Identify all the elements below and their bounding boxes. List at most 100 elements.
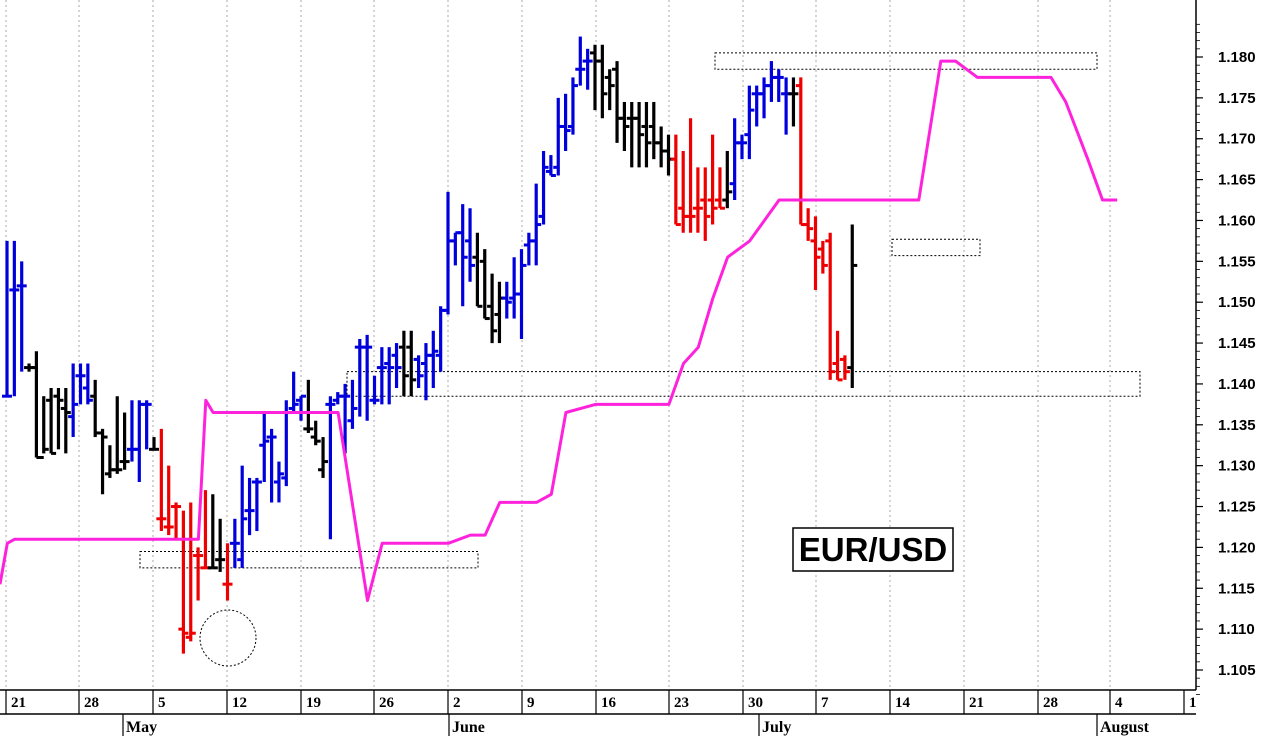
ohlc-bar (134, 400, 145, 483)
ohlc-bar (523, 232, 534, 266)
x-tick-label: 2 (453, 695, 461, 711)
ohlc-bar (215, 518, 226, 572)
ohlc-bar (457, 204, 468, 307)
ohlc-bar (839, 355, 850, 380)
ohlc-bar (443, 191, 453, 315)
ohlc-bar (318, 437, 329, 478)
ohlc-bar (465, 208, 476, 282)
ohlc-bar (472, 232, 483, 308)
y-tick-label: 1.165 (1218, 172, 1256, 189)
chart-title: EUR/USD (799, 531, 948, 568)
x-tick-label: 21 (11, 695, 26, 711)
y-tick-label: 1.150 (1218, 294, 1256, 311)
ohlc-bar (141, 400, 152, 450)
ohlc-bar (296, 394, 306, 421)
ohlc-bar (126, 400, 137, 462)
ohlc-bar (509, 257, 520, 319)
ohlc-bar (9, 240, 20, 397)
x-tick-labels: 21 28 5 12 19 26 2 9 16 23 30 7 14 21 28 4 1 (5, 690, 1197, 714)
ohlc-bar (700, 167, 711, 241)
ohlc-bar (347, 379, 358, 429)
x-tick-label: 16 (601, 695, 617, 711)
ohlc-bar (259, 412, 270, 483)
y-tick-label: 1.120 (1218, 539, 1256, 556)
ohlc-bar (685, 118, 696, 233)
y-tick-label: 1.155 (1218, 253, 1256, 270)
ohlc-bar (420, 343, 431, 401)
ohlc-bar (273, 461, 284, 503)
ohlc-bar (178, 510, 189, 654)
x-tick-label: 1 (1189, 695, 1197, 711)
ohlc-bar (766, 61, 777, 102)
ohlc-bar (376, 347, 387, 405)
price-zone (139, 550, 479, 569)
ohlc-bar (2, 240, 12, 398)
x-tick-label: 23 (674, 695, 689, 711)
ohlc-bar (545, 155, 556, 178)
ohlc-bar (354, 338, 365, 417)
ohlc-bar (435, 306, 446, 372)
ohlc-bar (773, 69, 784, 102)
ohlc-bar (538, 150, 549, 225)
ohlc-bar (634, 101, 645, 168)
ohlc-bar (38, 396, 49, 459)
y-tick-label: 1.170 (1218, 131, 1256, 148)
ohlc-bar (692, 167, 703, 233)
y-tick-label: 1.160 (1218, 212, 1256, 229)
ohlc-bar (670, 134, 681, 227)
ohlc-bar (362, 334, 373, 421)
ohlc-bar (817, 240, 828, 274)
x-tick-label: 19 (306, 695, 321, 711)
x-tick-label: 5 (158, 695, 166, 711)
ohlc-bar (590, 44, 600, 111)
low-marker-circle (199, 609, 257, 667)
ohlc-bar (332, 392, 343, 405)
ohlc-bar (744, 85, 755, 160)
x-tick-label: 21 (969, 695, 984, 711)
x-tick-label: 12 (232, 695, 247, 711)
ohlc-bar (479, 249, 490, 321)
ohlc-bar (553, 97, 564, 176)
support-resistance-zones (139, 52, 1141, 569)
ohlc-bar (795, 77, 806, 227)
ohlc-bar (619, 101, 630, 151)
ohlc-bar (663, 134, 674, 176)
ohlc-bar (597, 44, 608, 119)
ohlc-bar (68, 363, 79, 438)
ohlc-bar (244, 477, 255, 536)
ohlc-bar (810, 216, 821, 290)
ohlc-bar (31, 351, 42, 459)
ohlc-bar (626, 101, 637, 168)
ohlc-bar (803, 208, 814, 241)
ohlc-bar (75, 363, 86, 405)
y-tick-label: 1.180 (1218, 49, 1256, 66)
ohlc-bar (406, 330, 417, 397)
ohlc-bar (487, 273, 498, 344)
ohlc-bar (325, 396, 336, 540)
grid-lines (5, 0, 1111, 690)
ohlc-bar (582, 48, 593, 90)
ohlc-bar (340, 383, 351, 454)
ohlc-bar (46, 388, 57, 455)
month-label: May (126, 719, 157, 736)
ohlc-bar (678, 150, 689, 233)
y-tick-label: 1.125 (1218, 499, 1256, 516)
month-label: August (1100, 719, 1150, 736)
ohlc-bar (656, 126, 667, 168)
ohlc-bar (163, 465, 174, 536)
ohlc-bar (560, 93, 571, 151)
ohlc-bar (714, 167, 725, 210)
price-zone (891, 238, 981, 257)
y-tick-label: 1.140 (1218, 376, 1256, 393)
x-tick-label: 28 (1043, 695, 1058, 711)
ohlc-bar (171, 502, 182, 540)
ohlc-bar (531, 183, 542, 266)
trailing-stop-line (0, 59, 1118, 602)
price-zone (714, 52, 1098, 70)
x-tick-label: 26 (379, 695, 395, 711)
ohlc-bar (185, 502, 196, 642)
ohlc-bar (310, 420, 321, 446)
ohlc-bar (567, 77, 578, 135)
ohlc-bar (288, 371, 299, 413)
